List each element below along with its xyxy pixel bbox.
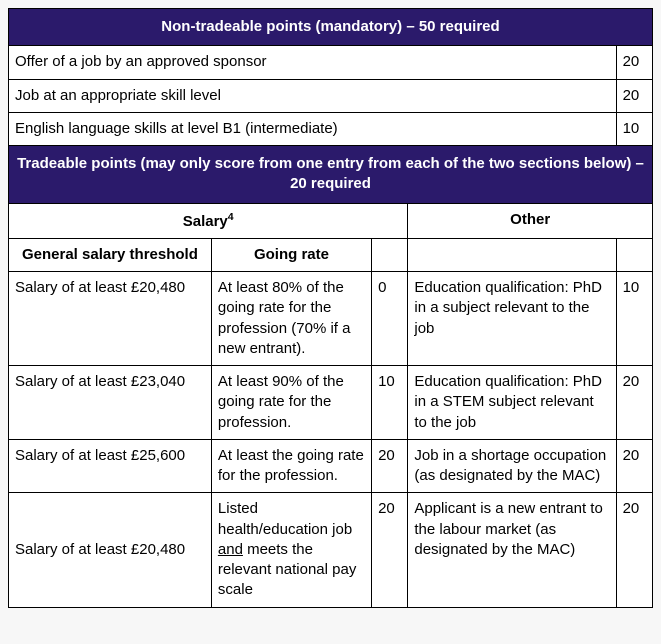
nt-points: 20 bbox=[616, 79, 652, 112]
other-criteria: Applicant is a new entrant to the labour… bbox=[408, 493, 616, 607]
non-tradeable-header-row: Non-tradeable points (mandatory) – 50 re… bbox=[9, 9, 653, 46]
nt-points: 10 bbox=[616, 112, 652, 145]
other-section-header: Other bbox=[408, 203, 653, 238]
salary-threshold: Salary of at least £20,480 bbox=[9, 493, 212, 607]
other-criteria: Education qualification: PhD in a subjec… bbox=[408, 272, 616, 366]
salary-points: 10 bbox=[372, 366, 408, 440]
table-row: Salary of at least £20,480 At least 80% … bbox=[9, 272, 653, 366]
rate-pre: Listed health/education job bbox=[218, 500, 352, 537]
col-other-blank bbox=[408, 238, 616, 271]
other-criteria: Job in a shortage occupation (as designa… bbox=[408, 439, 616, 493]
salary-threshold: Salary of at least £23,040 bbox=[9, 366, 212, 440]
tradeable-header: Tradeable points (may only score from on… bbox=[9, 146, 653, 204]
going-rate: Listed health/education job and meets th… bbox=[211, 493, 371, 607]
other-criteria: Education qualification: PhD in a STEM s… bbox=[408, 366, 616, 440]
going-rate: At least 90% of the going rate for the p… bbox=[211, 366, 371, 440]
points-table-wrapper: Non-tradeable points (mandatory) – 50 re… bbox=[8, 8, 653, 608]
table-row: English language skills at level B1 (int… bbox=[9, 112, 653, 145]
table-row: Salary of at least £20,480 Listed health… bbox=[9, 493, 653, 607]
going-rate: At least 80% of the going rate for the p… bbox=[211, 272, 371, 366]
tradeable-header-row: Tradeable points (may only score from on… bbox=[9, 146, 653, 204]
salary-section-header: Salary4 bbox=[9, 203, 408, 238]
points-table: Non-tradeable points (mandatory) – 50 re… bbox=[8, 8, 653, 608]
rate-underlined: and bbox=[218, 541, 243, 558]
col-other-points-blank bbox=[616, 238, 652, 271]
salary-footnote: 4 bbox=[228, 211, 234, 223]
nt-points: 20 bbox=[616, 46, 652, 79]
table-row: Salary of at least £25,600 At least the … bbox=[9, 439, 653, 493]
salary-points: 0 bbox=[372, 272, 408, 366]
salary-threshold: Salary of at least £25,600 bbox=[9, 439, 212, 493]
nt-label: English language skills at level B1 (int… bbox=[9, 112, 617, 145]
non-tradeable-header: Non-tradeable points (mandatory) – 50 re… bbox=[9, 9, 653, 46]
going-rate: At least the going rate for the professi… bbox=[211, 439, 371, 493]
table-row: Offer of a job by an approved sponsor 20 bbox=[9, 46, 653, 79]
salary-points: 20 bbox=[372, 493, 408, 607]
salary-header-text: Salary bbox=[183, 213, 228, 230]
salary-threshold: Salary of at least £20,480 bbox=[9, 272, 212, 366]
table-row: Salary of at least £23,040 At least 90% … bbox=[9, 366, 653, 440]
nt-label: Offer of a job by an approved sponsor bbox=[9, 46, 617, 79]
nt-label: Job at an appropriate skill level bbox=[9, 79, 617, 112]
col-general-threshold: General salary threshold bbox=[9, 238, 212, 271]
salary-points: 20 bbox=[372, 439, 408, 493]
other-points: 10 bbox=[616, 272, 652, 366]
other-points: 20 bbox=[616, 439, 652, 493]
col-salary-points-blank bbox=[372, 238, 408, 271]
other-points: 20 bbox=[616, 366, 652, 440]
section-header-row: Salary4 Other bbox=[9, 203, 653, 238]
col-going-rate: Going rate bbox=[211, 238, 371, 271]
table-row: Job at an appropriate skill level 20 bbox=[9, 79, 653, 112]
column-header-row: General salary threshold Going rate bbox=[9, 238, 653, 271]
other-points: 20 bbox=[616, 493, 652, 607]
